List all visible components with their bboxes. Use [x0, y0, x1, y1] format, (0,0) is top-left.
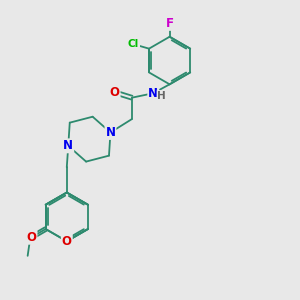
Text: O: O — [62, 235, 72, 248]
Text: Cl: Cl — [128, 39, 139, 49]
Text: F: F — [166, 17, 174, 30]
Text: O: O — [110, 86, 120, 99]
Text: N: N — [106, 126, 116, 139]
Text: N: N — [63, 139, 73, 152]
Text: O: O — [26, 231, 37, 244]
Text: H: H — [157, 91, 166, 100]
Text: N: N — [148, 87, 158, 100]
